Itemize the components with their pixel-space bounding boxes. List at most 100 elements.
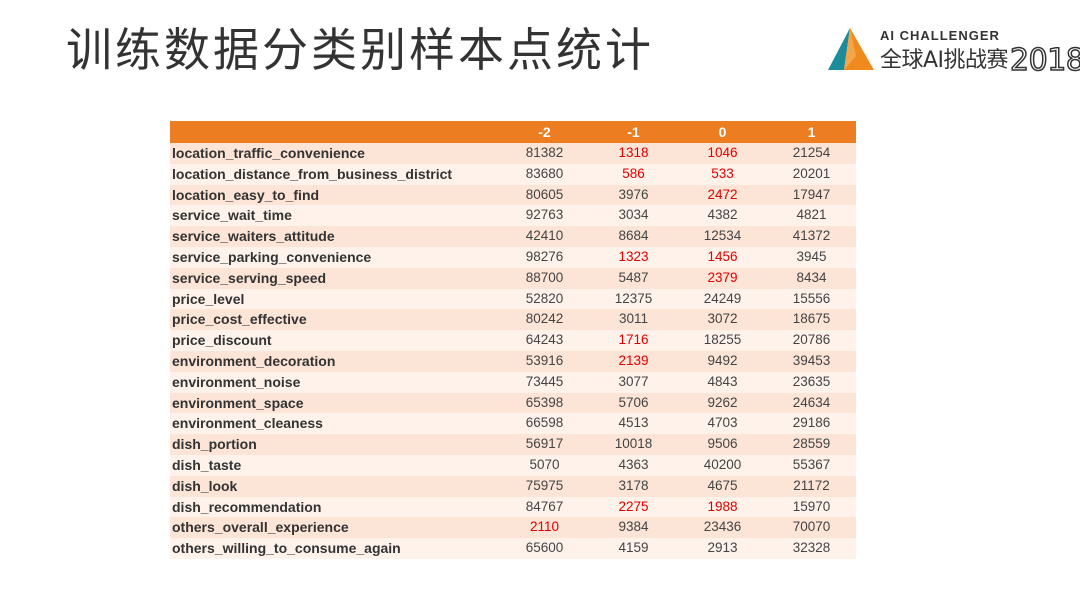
value-cell: 21254 [767, 143, 856, 164]
value-cell: 2379 [678, 267, 767, 289]
value-cell: 3077 [589, 371, 678, 393]
table-row: location_traffic_convenience 81382 1318 104… [170, 143, 856, 164]
value-cell: 5070 [500, 454, 589, 476]
value-cell: 52820 [500, 288, 589, 310]
value-cell: 83680 [500, 163, 589, 185]
value-cell: 9384 [589, 517, 678, 539]
table-row: dish_taste 5070 4363 40200 55367 [170, 454, 856, 476]
table-row: service_waiters_attitude 42410 8684 12534 41… [170, 226, 856, 247]
value-cell: 4382 [678, 205, 767, 227]
value-cell: 56917 [500, 434, 589, 455]
header-cell-neg1: -1 [589, 121, 678, 143]
value-cell: 4159 [589, 538, 678, 559]
value-cell: 98276 [500, 246, 589, 268]
value-cell: 23635 [767, 371, 856, 393]
value-cell: 1456 [678, 246, 767, 268]
logo-cn-text: 全球AI挑战赛 [880, 48, 1009, 73]
row-label: dish_portion [170, 434, 500, 455]
value-cell: 65600 [500, 538, 589, 559]
ai-challenger-logo: AI CHALLENGER 全球AI挑战赛2018 [826, 26, 1080, 79]
table-row: service_parking_convenience 98276 1323 1456… [170, 246, 856, 268]
value-cell: 15970 [767, 496, 856, 518]
table-row: location_distance_from_business_district… [170, 163, 856, 185]
value-cell: 23436 [678, 517, 767, 539]
header-cell-blank [170, 121, 500, 143]
value-cell: 12375 [589, 288, 678, 310]
value-cell: 9506 [678, 434, 767, 455]
value-cell: 66598 [500, 413, 589, 435]
value-cell: 17947 [767, 184, 856, 206]
value-cell: 3976 [589, 184, 678, 206]
table-row: dish_portion 56917 10018 9506 28559 [170, 434, 856, 455]
row-label: location_distance_from_business_district [170, 163, 500, 185]
value-cell: 40200 [678, 454, 767, 476]
value-cell: 9262 [678, 392, 767, 414]
value-cell: 15556 [767, 288, 856, 310]
value-cell: 20786 [767, 330, 856, 351]
value-cell: 80242 [500, 309, 589, 331]
value-cell: 1716 [589, 330, 678, 351]
value-cell: 39453 [767, 350, 856, 372]
table-row: dish_recommendation 84767 2275 1988 15970 [170, 496, 856, 518]
value-cell: 70070 [767, 517, 856, 539]
value-cell: 9492 [678, 350, 767, 372]
value-cell: 4513 [589, 413, 678, 435]
logo-year: 2018 [1009, 42, 1080, 79]
table-body: location_traffic_convenience 81382 1318 104… [170, 143, 856, 559]
table-row: price_level 52820 12375 24249 15556 [170, 288, 856, 310]
value-cell: 4821 [767, 205, 856, 227]
sample-count-table: -2 -1 0 1 location_traffic_convenience 81… [170, 121, 856, 559]
table-row: price_cost_effective 80242 3011 3072 18675 [170, 309, 856, 331]
row-label: price_level [170, 288, 500, 310]
value-cell: 20201 [767, 163, 856, 185]
row-label: environment_cleaness [170, 413, 500, 435]
row-label: dish_recommendation [170, 496, 500, 518]
table-row: price_discount 64243 1716 18255 20786 [170, 330, 856, 351]
row-label: service_wait_time [170, 205, 500, 227]
header-cell-1: 1 [767, 121, 856, 143]
row-label: environment_noise [170, 371, 500, 393]
header-cell-neg2: -2 [500, 121, 589, 143]
value-cell: 92763 [500, 205, 589, 227]
row-label: location_easy_to_find [170, 184, 500, 206]
value-cell: 4675 [678, 475, 767, 497]
table-row: service_wait_time 92763 3034 4382 4821 [170, 205, 856, 227]
value-cell: 3011 [589, 309, 678, 331]
table-row: others_overall_experience 2110 9384 23436 70… [170, 517, 856, 539]
value-cell: 1318 [589, 143, 678, 164]
value-cell: 75975 [500, 475, 589, 497]
value-cell: 5487 [589, 267, 678, 289]
table-row: environment_cleaness 66598 4513 4703 29186 [170, 413, 856, 435]
value-cell: 8684 [589, 226, 678, 247]
slide-title: 训练数据分类别样本点统计 [66, 23, 654, 77]
header-cell-0: 0 [678, 121, 767, 143]
value-cell: 2472 [678, 184, 767, 206]
value-cell: 2139 [589, 350, 678, 372]
value-cell: 32328 [767, 538, 856, 559]
value-cell: 2110 [500, 517, 589, 539]
table-row: dish_look 75975 3178 4675 21172 [170, 475, 856, 497]
value-cell: 81382 [500, 143, 589, 164]
row-label: dish_taste [170, 454, 500, 476]
value-cell: 28559 [767, 434, 856, 455]
value-cell: 73445 [500, 371, 589, 393]
value-cell: 1046 [678, 143, 767, 164]
value-cell: 84767 [500, 496, 589, 518]
value-cell: 4363 [589, 454, 678, 476]
value-cell: 80605 [500, 184, 589, 206]
value-cell: 10018 [589, 434, 678, 455]
table-header-row: -2 -1 0 1 [170, 121, 856, 143]
value-cell: 586 [589, 163, 678, 185]
value-cell: 18255 [678, 330, 767, 351]
table-row: location_easy_to_find 80605 3976 2472 17947 [170, 184, 856, 206]
row-label: service_waiters_attitude [170, 226, 500, 247]
value-cell: 88700 [500, 267, 589, 289]
value-cell: 18675 [767, 309, 856, 331]
value-cell: 21172 [767, 475, 856, 497]
row-label: others_willing_to_consume_again [170, 538, 500, 559]
value-cell: 55367 [767, 454, 856, 476]
row-label: service_serving_speed [170, 267, 500, 289]
value-cell: 24634 [767, 392, 856, 414]
logo-triangle-icon [828, 28, 874, 70]
row-label: price_cost_effective [170, 309, 500, 331]
